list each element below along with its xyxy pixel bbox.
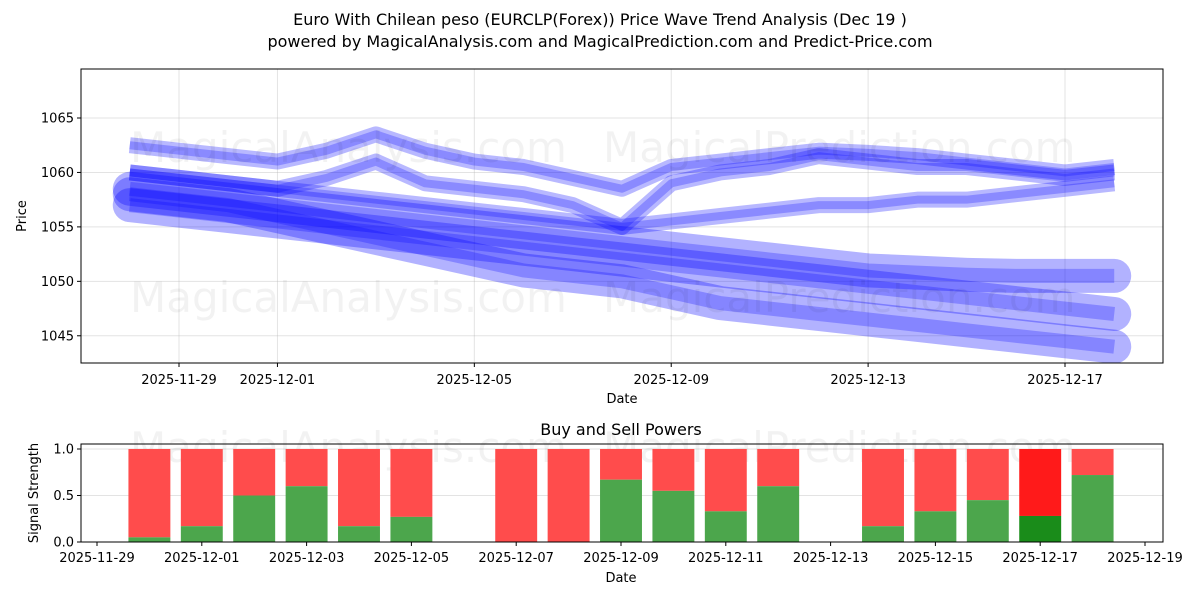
svg-text:2025-12-09: 2025-12-09 <box>633 373 709 388</box>
svg-text:2025-12-03: 2025-12-03 <box>269 551 345 566</box>
wave-band-wave-long-3 <box>112 171 1132 293</box>
wave-band-wave-mid-1 <box>128 164 1116 235</box>
signal-bar-2025-12-05 <box>390 449 433 542</box>
buy-sell-panel: Buy and Sell Powers MagicalAnalysis.com … <box>27 420 1183 586</box>
svg-text:2025-12-15: 2025-12-15 <box>898 551 974 566</box>
svg-text:2025-11-29: 2025-11-29 <box>59 551 135 566</box>
signal-bar-2025-12-01 <box>180 449 223 542</box>
signal-bar-2025-12-07 <box>495 449 538 542</box>
signal-x-axis-label: Date <box>605 571 636 586</box>
wave-band-wave-long-2 <box>112 177 1132 363</box>
buy-sell-title: Buy and Sell Powers <box>540 420 702 439</box>
chart-subtitle: powered by MagicalAnalysis.com and Magic… <box>267 32 933 51</box>
price-y-axis-label: Price <box>15 200 30 232</box>
svg-text:2025-12-01: 2025-12-01 <box>240 373 316 388</box>
watermark-prediction: MagicalPrediction.com <box>603 273 1076 322</box>
svg-text:1.0: 1.0 <box>53 443 74 458</box>
watermark-prediction: MagicalPrediction.com <box>603 123 1076 172</box>
chart-title: Euro With Chilean peso (EURCLP(Forex)) P… <box>293 10 907 29</box>
signal-y-axis: 0.0 0.5 1.0 <box>53 443 81 551</box>
signal-bars <box>128 449 1114 542</box>
price-plot-frame <box>80 68 1164 364</box>
signal-bar-2025-12-18 <box>1071 449 1114 542</box>
svg-text:1065: 1065 <box>41 112 74 127</box>
signal-x-axis: 2025-11-29 2025-12-01 2025-12-03 2025-12-05… <box>59 542 1183 566</box>
signal-bar-2025-11-30 <box>128 449 171 542</box>
svg-text:1055: 1055 <box>41 220 74 235</box>
price-y-axis: 1045 1050 1055 1060 1065 <box>41 112 81 344</box>
svg-text:2025-12-13: 2025-12-13 <box>793 551 869 566</box>
svg-text:2025-11-29: 2025-11-29 <box>141 373 217 388</box>
price-wave-panel: MagicalAnalysis.com MagicalPrediction.co… <box>15 68 1164 407</box>
price-x-axis: 2025-11-29 2025-12-01 2025-12-05 2025-12-09… <box>141 363 1103 388</box>
svg-text:2025-12-19: 2025-12-19 <box>1107 551 1183 566</box>
price-x-axis-label: Date <box>606 392 637 407</box>
svg-text:2025-12-09: 2025-12-09 <box>583 551 659 566</box>
signal-bar-2025-12-02 <box>233 449 276 542</box>
svg-text:2025-12-11: 2025-12-11 <box>688 551 764 566</box>
svg-text:2025-12-05: 2025-12-05 <box>437 373 513 388</box>
signal-bar-2025-12-17 <box>1019 449 1062 542</box>
price-grid <box>81 69 1163 363</box>
watermark-analysis: MagicalAnalysis.com <box>130 273 567 322</box>
signal-bar-2025-12-04 <box>338 449 380 542</box>
wave-band-wave-long-1 <box>112 188 1132 331</box>
signal-bar-2025-12-09 <box>600 449 642 542</box>
svg-text:2025-12-13: 2025-12-13 <box>830 373 906 388</box>
svg-text:1060: 1060 <box>41 166 74 181</box>
svg-text:2025-12-17: 2025-12-17 <box>1027 373 1103 388</box>
svg-text:2025-12-05: 2025-12-05 <box>374 551 450 566</box>
signal-bar-2025-12-15 <box>914 449 957 542</box>
svg-text:1045: 1045 <box>41 329 74 344</box>
signal-bar-2025-12-16 <box>966 449 1009 542</box>
svg-text:0.0: 0.0 <box>53 536 74 551</box>
price-wave-bands <box>112 126 1132 363</box>
signal-bar-2025-12-11 <box>704 449 747 542</box>
svg-text:1050: 1050 <box>41 275 74 290</box>
wave-band-wave-short-2 <box>128 148 1116 235</box>
svg-text:0.5: 0.5 <box>53 489 74 504</box>
signal-y-axis-label: Signal Strength <box>27 443 42 543</box>
signal-bar-2025-12-03 <box>285 449 328 542</box>
svg-text:2025-12-07: 2025-12-07 <box>478 551 554 566</box>
signal-bar-2025-12-10 <box>652 449 695 542</box>
signal-plot-frame <box>80 443 1164 543</box>
svg-text:2025-12-01: 2025-12-01 <box>164 551 240 566</box>
svg-text:2025-12-17: 2025-12-17 <box>1002 551 1078 566</box>
signal-bar-2025-12-14 <box>862 449 904 542</box>
watermark-analysis: MagicalAnalysis.com <box>130 123 567 172</box>
wave-band-wave-short-1 <box>128 126 1116 197</box>
signal-bar-2025-12-12 <box>757 449 800 542</box>
signal-bar-2025-12-08 <box>547 449 590 542</box>
